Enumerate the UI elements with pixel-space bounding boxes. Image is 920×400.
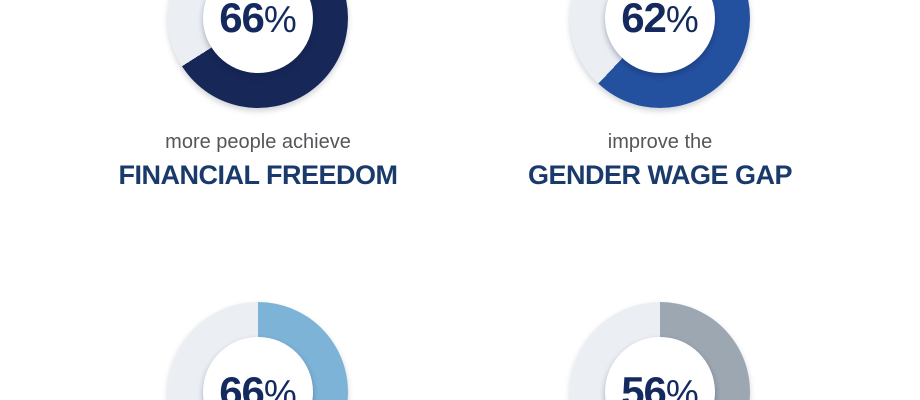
donut-hole: 66% <box>203 0 313 73</box>
caption-line1: improve the <box>607 131 713 153</box>
donut-chart-financial-freedom: 66% <box>168 0 348 108</box>
donut-chart-bottom-right: 56% <box>570 302 750 400</box>
percent-number: 62 <box>621 0 667 41</box>
donut-card-bottom-left: 66% <box>78 302 438 400</box>
caption-line2: FINANCIAL FREEDOM <box>118 160 399 190</box>
donut-chart-bottom-left: 66% <box>168 302 348 400</box>
percent-sign: % <box>263 373 297 400</box>
percent-number: 66 <box>219 0 265 41</box>
donut-chart-gender-wage-gap: 62% <box>570 0 750 108</box>
donut-hole: 56% <box>605 337 715 400</box>
percent-sign: % <box>665 373 699 400</box>
percent-value: 66% <box>219 0 297 39</box>
donut-hole: 62% <box>605 0 715 73</box>
percent-value: 66% <box>219 371 297 400</box>
caption-line2: GENDER WAGE GAP <box>527 160 793 190</box>
percent-value: 62% <box>621 0 699 39</box>
donut-card-bottom-right: 56% <box>480 302 840 400</box>
percent-sign: % <box>263 0 297 40</box>
caption-line1: more people achieve <box>165 131 351 153</box>
donut-hole: 66% <box>203 337 313 400</box>
percent-number: 56 <box>621 368 667 400</box>
percent-sign: % <box>665 0 699 40</box>
percent-number: 66 <box>219 368 265 400</box>
donut-card-gender-wage-gap: 62% improve the GENDER WAGE GAP <box>480 0 840 190</box>
percent-value: 56% <box>621 371 699 400</box>
donut-card-financial-freedom: 66% more people achieve FINANCIAL FREEDO… <box>78 0 438 190</box>
